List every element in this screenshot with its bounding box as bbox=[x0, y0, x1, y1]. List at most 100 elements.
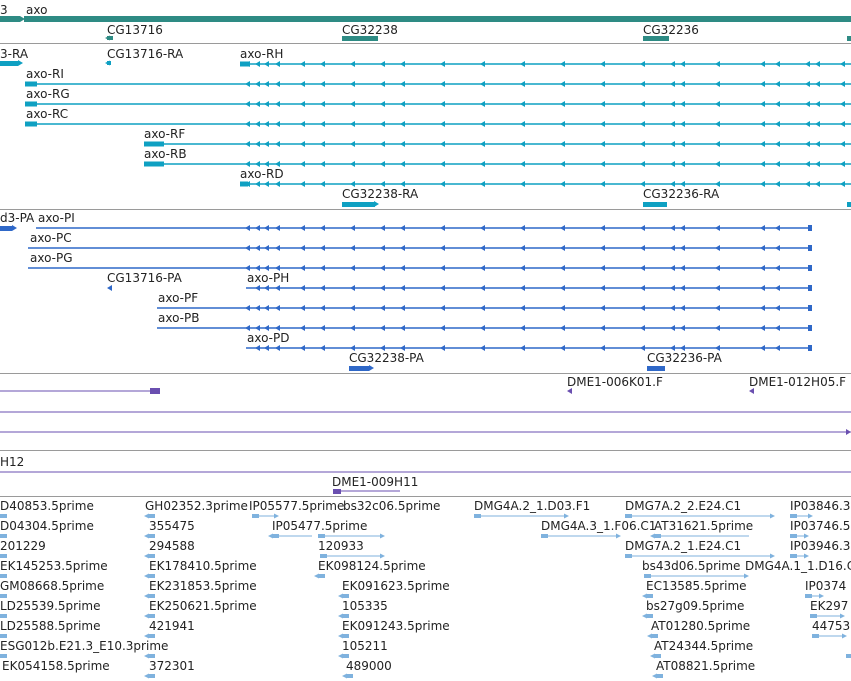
transcript-label[interactable]: axo-RG bbox=[26, 87, 70, 101]
strand-arrow-right bbox=[770, 553, 775, 559]
est-label[interactable]: LD25539.5prime bbox=[0, 599, 101, 613]
protein-label[interactable]: axo-PF bbox=[158, 291, 199, 305]
transcript-label[interactable]: axo-RD bbox=[240, 167, 284, 181]
gene-label-cg13716[interactable]: CG13716 bbox=[107, 23, 163, 37]
transcript-label[interactable]: axo-RH bbox=[240, 47, 284, 61]
strand-arrow-left bbox=[320, 181, 325, 187]
est-label[interactable]: D40853.5prime bbox=[0, 499, 94, 513]
strand-arrow-left bbox=[520, 121, 525, 127]
est-label[interactable]: 105211 bbox=[342, 639, 388, 653]
protein-label[interactable]: CG32238-PA bbox=[349, 351, 424, 365]
est-label[interactable]: LD25588.5prime bbox=[0, 619, 101, 633]
est-label[interactable]: 489000 bbox=[346, 659, 392, 673]
strand-arrow-left bbox=[815, 181, 820, 187]
est-label[interactable]: bs43d06.5prime bbox=[642, 559, 741, 573]
est-label[interactable]: AT08821.5prime bbox=[656, 659, 756, 673]
strand-arrow-right bbox=[374, 201, 379, 207]
strand-arrow-left bbox=[105, 60, 110, 66]
est-label[interactable]: GM08668.5prime bbox=[0, 579, 105, 593]
strand-arrow-left bbox=[715, 61, 720, 67]
est-label[interactable]: DMG4A.2_1.D03.F1 bbox=[474, 499, 591, 513]
est-label[interactable]: DMG7A.2_2.E24.C1 bbox=[625, 499, 742, 513]
est-label[interactable]: EK054158.5prime bbox=[2, 659, 110, 673]
gene-label-cg32238[interactable]: CG32238 bbox=[342, 23, 398, 37]
est-label[interactable]: EK091623.5prime bbox=[342, 579, 450, 593]
est-label[interactable]: 355475 bbox=[149, 519, 195, 533]
strand-arrow-left bbox=[805, 121, 810, 127]
strand-arrow-left bbox=[480, 285, 485, 291]
est-label[interactable]: 105335 bbox=[342, 599, 388, 613]
strand-arrow-left bbox=[400, 141, 405, 147]
protein-label[interactable]: axo-PC bbox=[30, 231, 72, 245]
protein-label[interactable]: CG13716-PA bbox=[107, 271, 182, 285]
est-label[interactable]: EK297 bbox=[810, 599, 849, 613]
est-label[interactable]: DMG4A.3_1.F06.C1 bbox=[541, 519, 657, 533]
clone-label[interactable]: DME1-009H11 bbox=[332, 475, 419, 489]
transcript-label[interactable]: axo-RB bbox=[144, 147, 187, 161]
est-label[interactable]: EK178410.5prime bbox=[149, 559, 257, 573]
est-label[interactable]: DMG7A.2_1.E24.C1 bbox=[625, 539, 742, 553]
est-label[interactable]: EC13585.5prime bbox=[646, 579, 747, 593]
protein-label[interactable]: axo-PG bbox=[30, 251, 73, 265]
strand-arrow-left bbox=[680, 61, 685, 67]
est-label[interactable]: DMG4A.1_1.D16.C bbox=[745, 559, 851, 573]
transcript-label[interactable]: CG13716-RA bbox=[107, 47, 184, 61]
est-label[interactable]: AT31621.5prime bbox=[654, 519, 754, 533]
est-label[interactable]: IP05477.5prime bbox=[272, 519, 368, 533]
protein-label[interactable]: axo-PI bbox=[38, 211, 75, 225]
transcript-label[interactable]: axo-RF bbox=[144, 127, 186, 141]
est-label[interactable]: AT24344.5prime bbox=[654, 639, 754, 653]
est-label[interactable]: EK098124.5prime bbox=[318, 559, 426, 573]
transcript-label[interactable]: axo-RI bbox=[26, 67, 64, 81]
est-label[interactable]: 120933 bbox=[318, 539, 364, 553]
transcript-label[interactable]: CG32236-RA bbox=[643, 187, 720, 201]
est-label[interactable]: IP0374 bbox=[805, 579, 847, 593]
est-label[interactable]: 201229 bbox=[0, 539, 46, 553]
strand-arrow-left bbox=[255, 61, 260, 67]
strand-arrow-left bbox=[245, 325, 250, 331]
est-label[interactable]: IP05577.5prime bbox=[249, 499, 345, 513]
est-label[interactable]: EK250621.5prime bbox=[149, 599, 257, 613]
strand-arrow-left bbox=[670, 181, 675, 187]
est-label[interactable]: 294588 bbox=[149, 539, 195, 553]
gene-label-axo[interactable]: axo bbox=[26, 3, 48, 17]
strand-arrow-right bbox=[808, 513, 813, 519]
est-label[interactable]: bs32c06.5prime bbox=[343, 499, 441, 513]
clone-label[interactable]: DME1-006K01.F bbox=[567, 375, 663, 389]
track-separator bbox=[0, 496, 851, 497]
est-label[interactable]: ESG012b.E21.3_E10.3prime bbox=[0, 639, 169, 653]
protein-label[interactable]: axo-PB bbox=[158, 311, 200, 325]
protein-label[interactable]: CG32236-PA bbox=[647, 351, 722, 365]
strand-arrow-left bbox=[760, 181, 765, 187]
strand-arrow-left bbox=[670, 245, 675, 251]
est-label[interactable]: EK145253.5prime bbox=[0, 559, 108, 573]
strand-arrow-left bbox=[775, 285, 780, 291]
strand-arrow-left bbox=[680, 345, 685, 351]
est-label[interactable]: 421941 bbox=[149, 619, 195, 633]
transcript-label[interactable]: CG32238-RA bbox=[342, 187, 419, 201]
est-label[interactable]: 44753 bbox=[812, 619, 851, 633]
protein-label[interactable]: axo-PH bbox=[247, 271, 290, 285]
est-label[interactable]: GH02352.3prime bbox=[145, 499, 248, 513]
transcript-label[interactable]: 3-RA bbox=[0, 47, 29, 61]
est-label[interactable]: EK091243.5prime bbox=[342, 619, 450, 633]
clone-label[interactable]: H12 bbox=[0, 455, 25, 469]
gene-label-cg32236[interactable]: CG32236 bbox=[643, 23, 699, 37]
est-label[interactable]: IP03846.3 bbox=[790, 499, 851, 513]
protein-label[interactable]: d3-PA bbox=[0, 211, 35, 225]
est-label[interactable]: D04304.5prime bbox=[0, 519, 94, 533]
est-label[interactable]: IP03946.3 bbox=[790, 539, 851, 553]
strand-arrow-left bbox=[400, 81, 405, 87]
est-label[interactable]: AT01280.5prime bbox=[651, 619, 751, 633]
est-label[interactable]: EK231853.5prime bbox=[149, 579, 257, 593]
clone-label[interactable]: DME1-012H05.F bbox=[749, 375, 847, 389]
strand-arrow-left bbox=[600, 101, 605, 107]
protein-label[interactable]: axo-PD bbox=[247, 331, 290, 345]
transcript-label[interactable]: axo-RC bbox=[26, 107, 69, 121]
gene-label[interactable]: 3 bbox=[0, 3, 8, 17]
est-label[interactable]: bs27g09.5prime bbox=[646, 599, 745, 613]
exon-block bbox=[144, 141, 164, 147]
est-label[interactable]: IP03746.5 bbox=[790, 519, 851, 533]
strand-arrow-left bbox=[320, 325, 325, 331]
est-label[interactable]: 372301 bbox=[149, 659, 195, 673]
